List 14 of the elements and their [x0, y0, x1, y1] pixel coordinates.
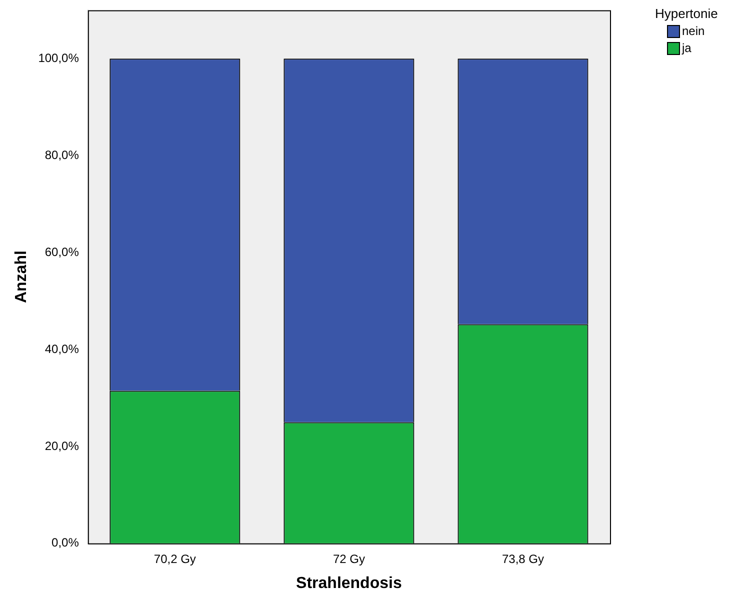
y-tick-label: 80,0% — [44, 148, 80, 162]
x-tick-label: 70,2 Gy — [154, 552, 196, 566]
y-tick-label: 60,0% — [44, 244, 80, 259]
y-tick-label: 100,0% — [38, 50, 80, 65]
x-tick-label: 73,8 Gy — [502, 552, 544, 566]
y-tick-label: 20,0% — [44, 438, 80, 453]
x-axis-title: Strahlendosis — [296, 574, 402, 592]
legend-title: Hypertonie — [655, 6, 718, 21]
y-tick-label: 0,0% — [52, 536, 80, 550]
y-axis-title: Anzahl — [13, 250, 30, 304]
x-tick-label: 72 Gy — [332, 552, 365, 566]
y-tick-label: 40,0% — [44, 342, 80, 356]
text: nein — [682, 24, 705, 38]
legend-label: ja — [682, 41, 692, 55]
